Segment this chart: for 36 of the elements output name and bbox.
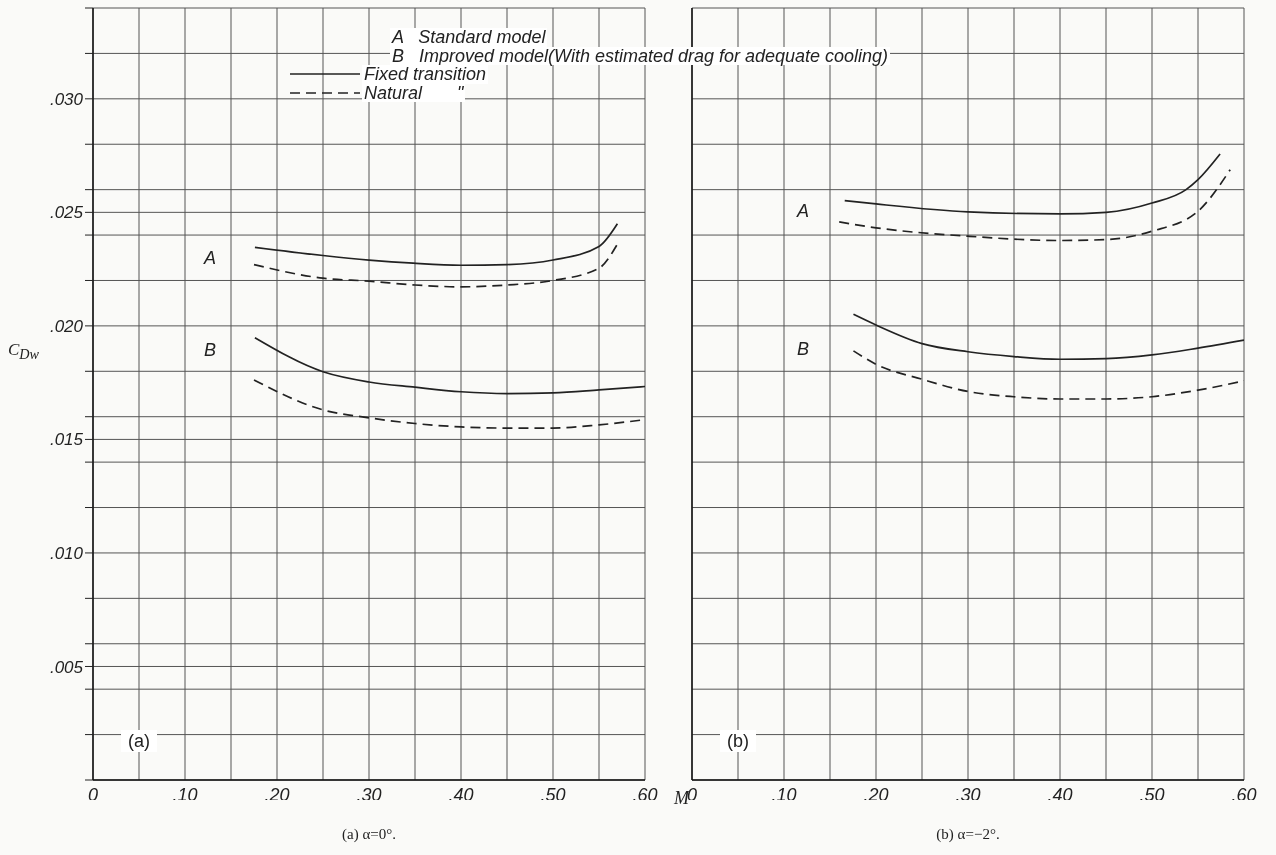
y-tick-label: .030 [49,89,84,109]
y-tick-label: .015 [49,430,84,450]
x-tick-label: 0 [87,784,99,805]
x-tick-label: .10 [172,784,198,805]
annotation: (b) [720,730,756,753]
y-tick-label: .025 [49,203,84,223]
line-series [254,222,619,267]
line-series [254,336,645,395]
x-tick-label: .50 [540,784,566,805]
annotation: B Improved model(With estimated drag for adequate cooling) [390,45,891,66]
y-tick-label: .010 [49,543,84,563]
annotation: A Standard model [390,27,548,47]
x-tick-label: .50 [1139,784,1165,805]
annotation: Fixed transition [362,64,489,84]
annotation: B [796,338,810,360]
y-tick-label: .020 [49,316,84,336]
x-tick-label: .60 [1231,784,1257,805]
x-tick-label: .60 [632,784,658,805]
annotation: A [795,200,810,222]
x-tick-label: .40 [1047,784,1073,805]
text: (b) α=−2°. [935,826,1001,843]
x-tick-label: .20 [863,784,889,805]
x-tick-label: .20 [264,784,290,805]
text: (a) α=0°. [341,826,397,843]
line-series [253,243,619,288]
annotation: (a) [121,730,157,753]
annotation: Natural " [362,82,466,103]
x-axis-title: M [674,788,689,809]
x-tick-label: .40 [448,784,474,805]
annotation: A [202,247,217,269]
annotation: B [203,339,217,361]
y-axis-title: C$_{Dw}$ [8,340,40,364]
x-tick-label: .10 [771,784,797,805]
x-tick-label: .30 [955,784,981,805]
x-tick-label: .30 [356,784,382,805]
y-tick-label: .005 [49,657,84,677]
